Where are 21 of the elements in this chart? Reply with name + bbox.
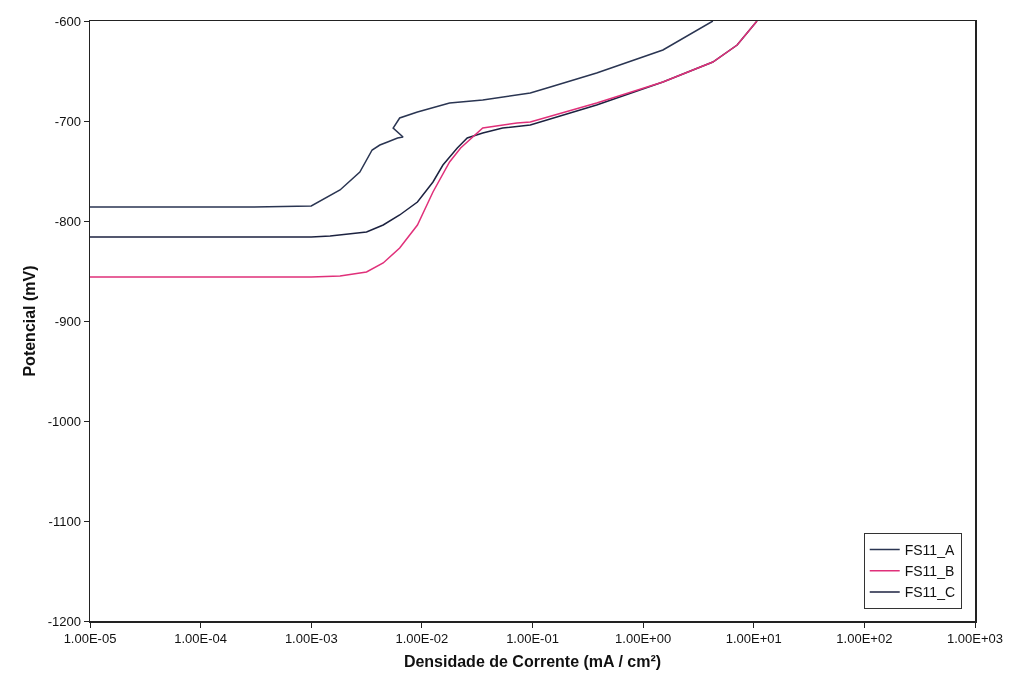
- y-axis-title: Potencial (mV): [20, 265, 38, 377]
- legend-label: FS11_A: [904, 542, 955, 559]
- x-tick-label: 1.00E+02: [836, 631, 893, 647]
- y-tick-label: -700: [54, 113, 81, 129]
- x-tick-label: 1.00E+01: [725, 631, 782, 647]
- y-tick-label: -800: [54, 213, 81, 229]
- x-tick-label: 1.00E+03: [946, 631, 1004, 647]
- y-tick-label: -600: [54, 13, 81, 29]
- x-tick-label: 1.00E-02: [395, 631, 449, 647]
- y-tick-label: -1100: [48, 513, 81, 529]
- y-tick-label: -1200: [47, 613, 81, 629]
- x-tick-label: 1.00E-01: [506, 631, 559, 647]
- legend-label: FS11_C: [904, 584, 956, 601]
- y-tick-label: -1000: [47, 413, 81, 429]
- legend-label: FS11_B: [904, 563, 955, 580]
- x-tick-label: 1.00E-05: [63, 631, 117, 647]
- x-tick-label: 1.00E-03: [284, 631, 338, 647]
- x-tick-label: 1.00E-04: [174, 631, 228, 647]
- y-tick-label: -900: [54, 313, 81, 329]
- x-tick-label: 1.00E+00: [615, 631, 672, 647]
- x-axis-title: Densidade de Corrente (mA / cm²): [403, 652, 662, 670]
